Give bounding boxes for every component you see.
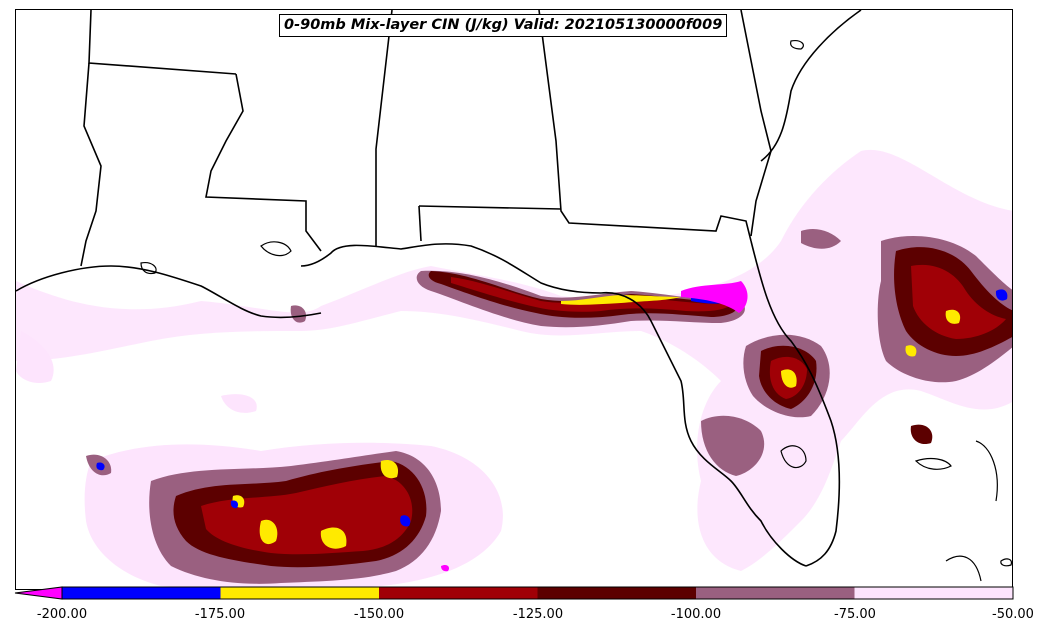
state-boundaries [16,10,862,567]
colorbar-bin [379,587,538,599]
cin-field-magenta [441,281,748,572]
map-panel [15,9,1013,590]
colorbar-outline [61,586,1014,600]
cin-map [16,10,1012,589]
colorbar-tick-label: -150.00 [353,607,405,622]
colorbar-tick-label: -175.00 [194,607,246,622]
colorbar-bin [696,587,855,599]
cin-field-red [201,264,1006,555]
colorbar-tick-label: -50.00 [992,607,1034,622]
map-title: 0-90mb Mix-layer CIN (J/kg) Valid: 20210… [279,14,728,37]
colorbar-bin [220,587,379,599]
colorbar-tick-label: -200.00 [36,607,88,622]
colorbar-tick-label: -125.00 [512,607,564,622]
colorbar-bin [854,587,1013,599]
colorbar-bin [62,587,221,599]
colorbar-tick-label: -75.00 [834,607,876,622]
islands-and-lakes [140,40,1012,582]
colorbar-underflow-triangle [14,586,63,600]
colorbar-bin [537,587,696,599]
colorbar-bins [62,587,1013,599]
cin-field-yellow [232,295,961,549]
colorbar-tick-label: -100.00 [670,607,722,622]
colorbar [14,586,1014,600]
